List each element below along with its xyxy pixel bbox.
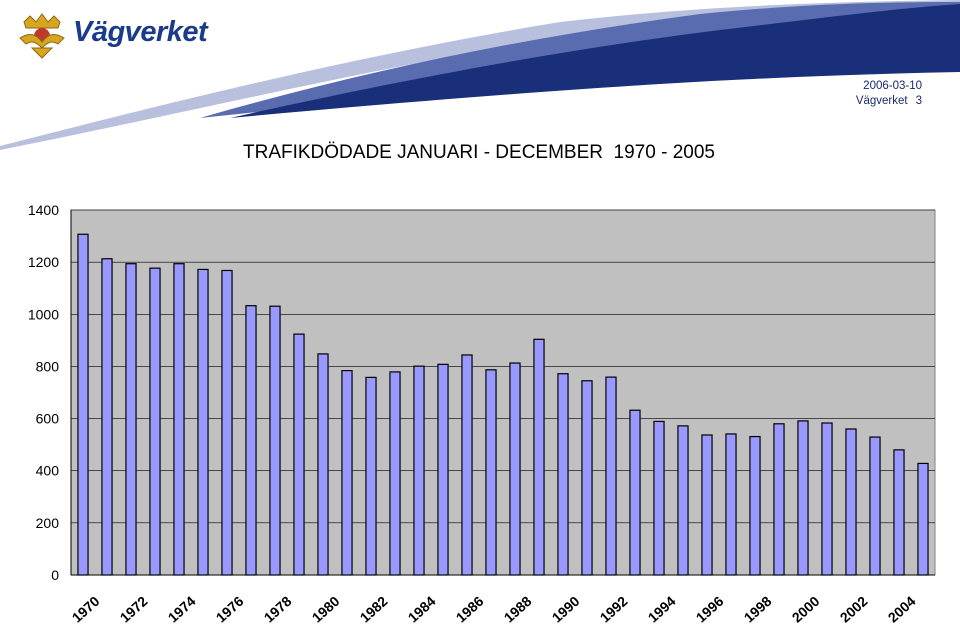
x-tick-label: 2004	[885, 593, 919, 626]
bar-2005	[917, 462, 929, 576]
header-wave-banner	[0, 0, 960, 150]
bars	[77, 233, 929, 576]
slide-org: Vägverket	[855, 95, 908, 107]
bar-2002	[845, 428, 857, 576]
bar-1988	[509, 362, 521, 576]
bar-1986	[461, 354, 473, 576]
bar-1997	[725, 433, 737, 576]
y-tick-label: 1400	[28, 202, 59, 218]
bar-1987	[485, 369, 497, 576]
x-tick-label: 1978	[261, 593, 295, 626]
y-tick-label: 1200	[28, 254, 59, 270]
bar-1985	[437, 363, 449, 576]
y-tick-label: 400	[36, 463, 60, 479]
y-tick-label: 1000	[28, 306, 59, 322]
bar-1977	[245, 305, 257, 576]
x-tick-labels: 1970 1972 1974 1976 1978 1980 1982 1984 1986 1988…	[69, 593, 919, 626]
bar-2003	[869, 436, 881, 576]
slide-meta: 2006-03-10 Vägverket 3	[856, 79, 922, 109]
crown-shield-icon	[19, 13, 65, 59]
x-tick-label: 1998	[741, 593, 775, 626]
x-tick-label: 1980	[309, 593, 343, 626]
vagverket-logo: Vägverket	[18, 12, 218, 64]
bar-1970	[77, 233, 89, 576]
bar-1989	[533, 338, 545, 576]
x-tick-label: 1984	[405, 593, 439, 626]
gridlines	[71, 209, 935, 524]
x-tick-label: 1986	[453, 593, 487, 626]
bar-1973	[149, 267, 161, 576]
bar-1979	[293, 333, 305, 576]
bar-1980	[317, 353, 329, 576]
slide-date: 2006-03-10	[863, 80, 922, 92]
bar-1976	[221, 269, 233, 576]
x-tick-label: 1982	[357, 593, 391, 626]
slide-footer-line: Vägverket 3	[856, 94, 922, 109]
bar-1981	[341, 370, 353, 576]
bar-1996	[701, 434, 713, 576]
bar-2000	[797, 420, 809, 576]
x-tick-label: 1988	[501, 593, 535, 626]
wave-light-band	[0, 0, 960, 150]
bar-1995	[677, 425, 689, 576]
bar-1999	[773, 423, 785, 576]
x-tick-label: 1974	[165, 593, 199, 626]
bar-1998	[749, 435, 761, 576]
y-tick-labels: 0 200 400 600 800 1000 1200 1400	[28, 202, 59, 583]
bar-1975	[197, 268, 209, 576]
x-tick-label: 1976	[213, 593, 247, 626]
bar-1972	[125, 263, 137, 576]
x-tick-label: 1994	[645, 593, 679, 626]
bar-1974	[173, 263, 185, 576]
x-tick-label: 1992	[597, 593, 631, 626]
chart-title: TRAFIKDÖDADE JANUARI - DECEMBER 1970 - 2…	[243, 142, 715, 163]
bar-1991	[581, 380, 593, 576]
x-tick-label: 2002	[837, 593, 871, 626]
slide-page-number: 3	[915, 95, 922, 107]
bar-1993	[629, 409, 641, 576]
y-tick-label: 800	[36, 358, 60, 374]
wave-dark-band	[230, 4, 960, 118]
x-tick-label: 1990	[549, 593, 583, 626]
bar-1982	[365, 376, 377, 576]
bar-1994	[653, 420, 665, 576]
bar-1971	[101, 258, 113, 576]
y-tick-label: 600	[36, 411, 60, 427]
x-tick-label: 2000	[789, 593, 823, 626]
plot-area	[70, 209, 936, 576]
bar-2004	[893, 449, 905, 576]
bar-1984	[413, 365, 425, 576]
bar-1978	[269, 305, 281, 576]
bar-1983	[389, 371, 401, 576]
y-tick-label: 200	[36, 515, 60, 531]
x-tick-label: 1972	[117, 593, 151, 626]
y-tick-label: 0	[51, 567, 59, 583]
bar-1990	[557, 373, 569, 576]
logo-wordmark: Vägverket	[73, 16, 208, 48]
bar-2001	[821, 422, 833, 576]
bar-1992	[605, 376, 617, 576]
x-tick-label: 1970	[69, 593, 103, 626]
x-tick-label: 1996	[693, 593, 727, 626]
